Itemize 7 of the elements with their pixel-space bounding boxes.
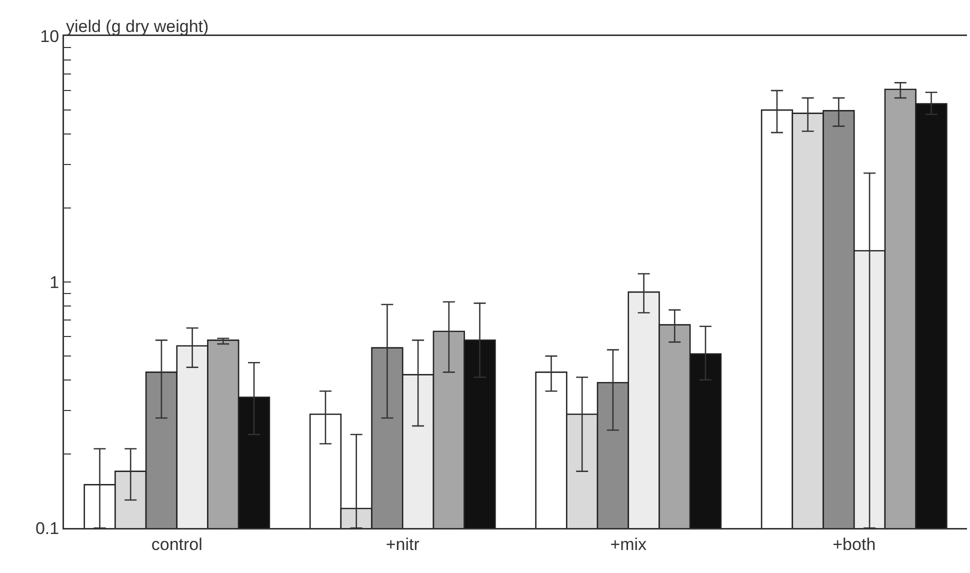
y-tick-label: 1	[50, 272, 60, 292]
y-tick-label: 10	[40, 26, 60, 46]
x-tick-label: +both	[832, 534, 876, 554]
x-tick-label: +nitr	[386, 534, 420, 554]
x-tick-label: control	[151, 534, 202, 554]
y-tick-label: 0.1	[35, 518, 60, 538]
x-tick-label: +mix	[610, 534, 648, 554]
